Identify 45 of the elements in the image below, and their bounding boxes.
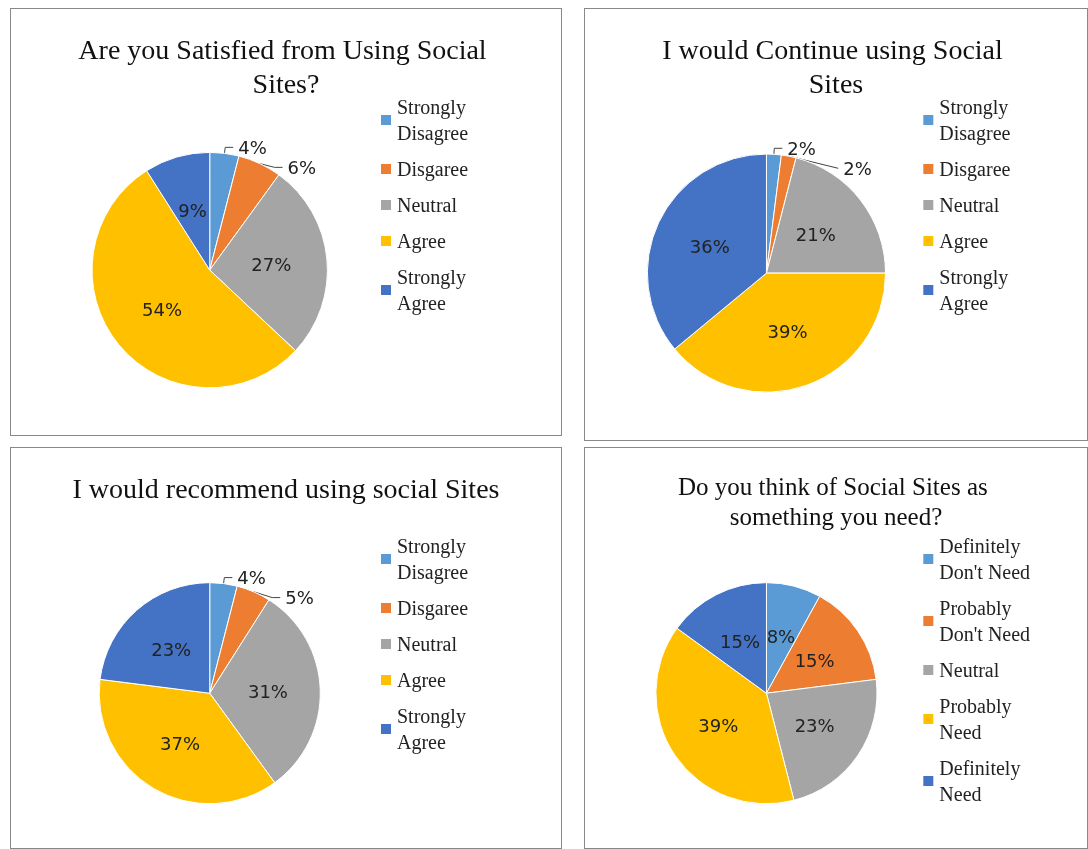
data-label: 4%: [238, 136, 267, 158]
legend-label: Neutral: [939, 194, 1000, 216]
legend-label: Strongly Disagree: [397, 535, 471, 584]
data-label: 54%: [142, 299, 183, 320]
data-label: 2%: [843, 157, 872, 179]
data-label: 36%: [689, 236, 730, 257]
data-label: 4%: [237, 567, 266, 589]
data-label: 39%: [698, 715, 739, 737]
data-label: 23%: [151, 639, 192, 661]
chart-title: Do you think of Social Sites as something you need?: [678, 472, 994, 530]
legend-label: Neutral: [397, 633, 458, 655]
legend-label: Strongly Agree: [397, 266, 471, 315]
legend-label: Strongly Disagree: [939, 96, 1014, 145]
legend-label: Neutral: [939, 659, 1000, 681]
data-label: 37%: [160, 732, 201, 754]
legend-label: Agree: [939, 230, 989, 253]
legend-label: Probably Need: [939, 695, 1017, 743]
data-label: 39%: [767, 321, 808, 343]
legend-label: Strongly Disagree: [397, 96, 471, 145]
data-label: 2%: [787, 137, 816, 159]
legend-label: Agree: [397, 669, 446, 692]
slice-label: Agree: [939, 292, 989, 315]
legend-label: Agree: [397, 230, 446, 253]
data-label: 8%: [766, 626, 796, 648]
legend-label: Definitely Need: [939, 757, 1026, 805]
data-label: 15%: [794, 649, 835, 671]
data-label: 9%: [178, 200, 207, 222]
data-label: 5%: [285, 587, 314, 609]
legend-label: Disgaree: [939, 158, 1011, 181]
data-label: 21%: [795, 224, 836, 246]
data-label: 6%: [287, 156, 317, 178]
legend-label: Neutral: [397, 194, 458, 216]
data-label: 23%: [794, 715, 835, 737]
legend-label: Probably Don't Need: [939, 597, 1031, 645]
data-label: 31%: [247, 680, 288, 702]
legend-label: Definitely Don't Need: [939, 535, 1031, 583]
category-label: Strongly: [939, 266, 1009, 288]
chart-title: Are you Satisfied from Using Social Sites?: [78, 33, 494, 99]
data-label: 15%: [719, 630, 760, 652]
legend-label: Disgaree: [397, 597, 469, 620]
legend-label: Disgaree: [397, 158, 469, 181]
legend-label: Strongly Agree: [397, 705, 471, 754]
data-label: 27%: [251, 253, 292, 275]
chart-title: I would recommend using social Sites: [72, 472, 500, 504]
chart-title: I would Continue using Social Sites: [662, 33, 1010, 99]
